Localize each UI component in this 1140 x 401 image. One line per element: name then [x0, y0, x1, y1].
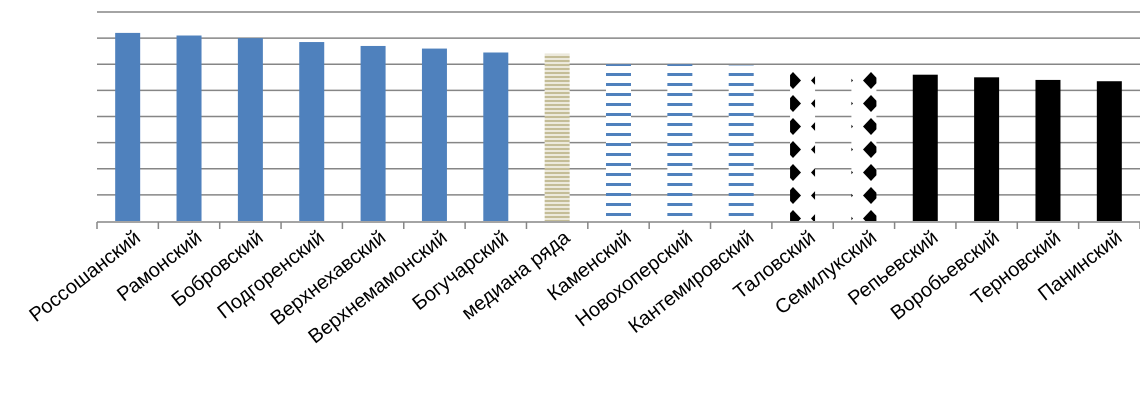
bar-4: [299, 42, 324, 221]
bar-17: [1097, 81, 1122, 221]
bar-10: [667, 64, 692, 221]
bar-15: [974, 77, 999, 221]
x-tick-labels: РоссошанскийРамонскийБобровскийПодгоренс…: [25, 226, 1126, 348]
bars: [115, 33, 1122, 221]
x-tick-label: Воробьевский: [887, 227, 1004, 325]
bar-2: [177, 36, 202, 221]
bar-13: [851, 68, 876, 221]
bar-12: [790, 68, 815, 221]
bar-11: [729, 66, 754, 221]
bar-6: [422, 49, 447, 221]
bar-3: [238, 38, 263, 221]
x-tick-label: медиана ряда: [458, 226, 575, 324]
bar-16: [1035, 80, 1060, 221]
bar-8: [545, 54, 570, 221]
bar-7: [483, 52, 508, 221]
bar-14: [913, 75, 938, 221]
bar-9: [606, 64, 631, 221]
bar-1: [115, 33, 140, 221]
x-tick-label: Россошанский: [25, 227, 144, 327]
bar-5: [361, 46, 386, 221]
